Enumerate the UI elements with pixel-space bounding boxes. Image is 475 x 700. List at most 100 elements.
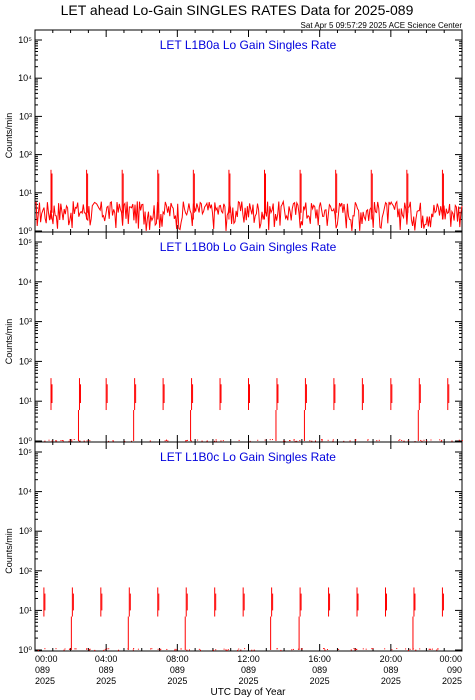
panels: 10⁰ 10¹ 10² 10³ 10⁴ 10⁵ Counts/min LET L1B0a Lo… [4, 29, 463, 686]
baseline-point [55, 440, 57, 442]
baseline-point [78, 440, 80, 442]
baseline-point [71, 439, 73, 441]
baseline-point [283, 440, 285, 442]
panel-frame [34, 29, 463, 233]
baseline-point [185, 440, 187, 442]
baseline-point [324, 649, 326, 651]
baseline-point [321, 439, 323, 441]
baseline-point [133, 648, 135, 650]
baseline-point [367, 439, 369, 441]
baseline-point [60, 440, 62, 442]
baseline-point [300, 648, 302, 650]
data-line [34, 199, 463, 231]
baseline-point [215, 649, 217, 651]
baseline-point [206, 440, 208, 442]
baseline-point [372, 648, 374, 650]
x-tick-label: 089 [383, 665, 398, 675]
y-tick-label: 10⁴ [18, 487, 32, 497]
baseline-point [299, 440, 301, 442]
baseline-point [44, 440, 46, 442]
baseline-point [409, 648, 411, 650]
baseline-point [291, 649, 293, 651]
baseline-point [164, 440, 166, 442]
baseline-point [362, 648, 364, 650]
y-tick-label: 10¹ [19, 396, 32, 406]
baseline-point [166, 648, 168, 650]
baseline-point [103, 649, 105, 651]
baseline-point [225, 649, 227, 651]
baseline-point [75, 648, 77, 650]
x-axis-label: UTC Day of Year [210, 687, 286, 698]
x-tick-labels: 00:00089202504:00089202508:00089202512:0… [35, 654, 462, 686]
baseline-point [132, 649, 134, 651]
baseline-point [108, 440, 110, 442]
baseline-point [367, 439, 369, 441]
baseline-point [257, 439, 259, 441]
baseline-point [371, 648, 373, 650]
baseline-point [426, 440, 428, 442]
baseline-point [350, 649, 352, 651]
baseline-point [174, 649, 176, 651]
baseline-point [403, 440, 405, 442]
x-tick-label: 04:00 [95, 654, 118, 664]
baseline-point [421, 440, 423, 442]
baseline-point [62, 440, 64, 442]
baseline-point [280, 649, 282, 651]
baseline-point [149, 440, 151, 442]
x-tick-label: 089 [241, 665, 256, 675]
baseline-point [137, 648, 139, 650]
baseline-point [112, 440, 114, 442]
baseline-point [51, 440, 53, 442]
baseline-point [332, 439, 334, 441]
baseline-point [353, 648, 355, 650]
baseline-point [321, 440, 323, 442]
baseline-point [222, 440, 224, 442]
baseline-point [160, 648, 162, 650]
baseline-point [437, 648, 439, 650]
baseline-point [289, 440, 291, 442]
baseline-point [327, 439, 329, 441]
baseline-point [180, 648, 182, 650]
baseline-point [458, 439, 460, 441]
panel-title: LET L1B0a Lo Gain Singles Rate [160, 38, 337, 52]
baseline-point [315, 440, 317, 442]
baseline-point [112, 440, 114, 442]
baseline-point [289, 440, 291, 442]
baseline-point [376, 440, 378, 442]
baseline-point [201, 440, 203, 442]
y-tick-label: 10³ [19, 317, 32, 327]
baseline-point [326, 649, 328, 651]
baseline-point [86, 440, 88, 442]
x-tick-label: 20:00 [380, 654, 403, 664]
baseline-point [420, 439, 422, 441]
baseline-point [106, 648, 108, 650]
y-tick-label: 10⁴ [18, 73, 32, 83]
baseline-point [431, 648, 433, 650]
baseline-point [226, 649, 228, 651]
baseline-point [37, 649, 39, 651]
y-tick-label: 10⁰ [18, 436, 32, 446]
baseline-point [332, 440, 334, 442]
baseline-point [415, 649, 417, 651]
baseline-point [64, 648, 66, 650]
y-axis-label: Counts/min [4, 528, 14, 574]
baseline-point [399, 439, 401, 441]
baseline-point [244, 648, 246, 650]
panel-frame [34, 441, 463, 652]
baseline-point [215, 440, 217, 442]
baseline-point [197, 439, 199, 441]
baseline-point [206, 440, 208, 442]
baseline-point [365, 648, 367, 650]
x-tick-label: 16:00 [308, 654, 331, 664]
baseline-point [253, 649, 255, 651]
baseline-point [89, 649, 91, 651]
data-series [37, 587, 444, 651]
baseline-point [48, 439, 50, 441]
baseline-point [151, 648, 153, 650]
panel-title: LET L1B0b Lo Gain Singles Rate [160, 240, 337, 254]
baseline-point [451, 440, 453, 442]
baseline-point [428, 648, 430, 650]
panel-frame [34, 231, 463, 443]
x-tick-label: 2025 [167, 676, 187, 686]
baseline-point [159, 649, 161, 651]
